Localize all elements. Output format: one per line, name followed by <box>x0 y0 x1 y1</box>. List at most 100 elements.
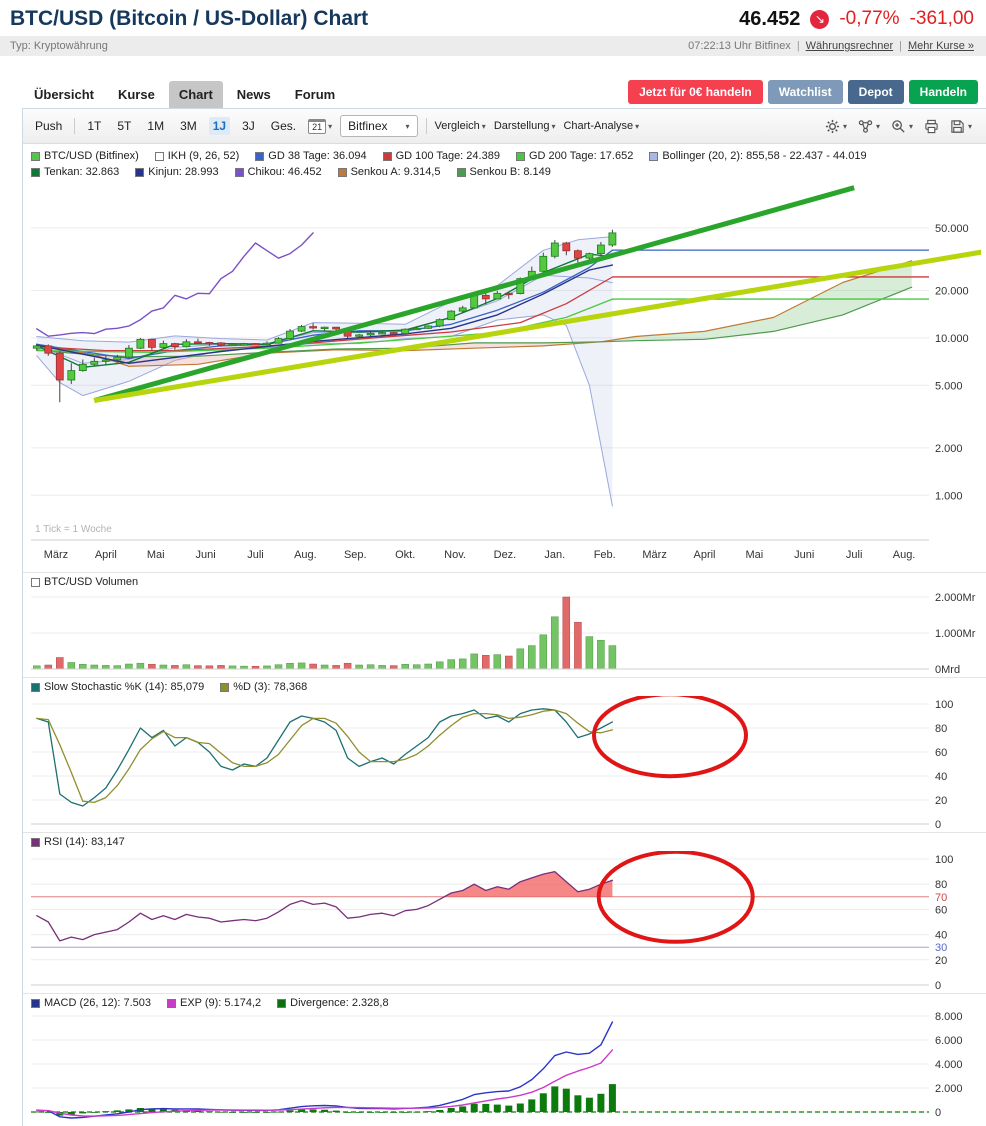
svg-text:Juli: Juli <box>247 549 264 561</box>
volume-panel-label: BTC/USD Volumen <box>23 572 986 591</box>
trade-for-free-button[interactable]: Jetzt für 0€ handeln <box>628 80 763 104</box>
gear-icon <box>825 119 839 133</box>
chart-legend-row-1: BTC/USD (Bitfinex) IKH (9, 26, 52) GD 38 T… <box>23 146 986 162</box>
range-1t[interactable]: 1T <box>87 119 102 133</box>
svg-text:0: 0 <box>935 1107 941 1119</box>
exchange-select[interactable]: Bitfinex ▾ <box>340 115 418 137</box>
range-3m[interactable]: 3M <box>180 119 197 133</box>
svg-text:30: 30 <box>935 942 947 954</box>
svg-text:8.000: 8.000 <box>935 1012 963 1023</box>
legend-color-swatch <box>649 151 659 161</box>
depot-button[interactable]: Depot <box>847 80 904 104</box>
legend-label: Bollinger (20, 2): 855,58 - 22.437 - 44.… <box>662 150 867 162</box>
menu-vergleich[interactable]: Vergleich ▾ <box>435 120 486 132</box>
chart-toolbar: Push 1T 5T 1M 3M 1J 3J Ges. 21 ▾ Bitfine… <box>23 109 986 144</box>
range-3j[interactable]: 3J <box>242 119 255 133</box>
price-down-arrow-icon: ↘ <box>810 9 830 29</box>
svg-text:April: April <box>693 549 715 561</box>
svg-text:50.000: 50.000 <box>935 223 969 235</box>
legend-color-swatch <box>255 151 265 161</box>
chart-legend-row-2: Tenkan: 32.863 Kinjun: 28.993 Chikou: 46.4… <box>23 162 986 178</box>
svg-text:Jan.: Jan. <box>544 549 565 561</box>
legend-item: MACD (26, 12): 7.503 <box>31 997 151 1009</box>
chevron-down-icon: ▾ <box>635 121 640 131</box>
svg-text:Juni: Juni <box>196 549 216 561</box>
legend-label: %D (3): 78,368 <box>233 681 308 693</box>
svg-text:2.000: 2.000 <box>935 1083 963 1095</box>
more-quotes-link[interactable]: Mehr Kurse » <box>907 40 974 52</box>
legend-label: Chikou: 46.452 <box>247 166 322 178</box>
svg-text:100: 100 <box>935 699 953 711</box>
range-5t[interactable]: 5T <box>117 119 132 133</box>
svg-text:Sep.: Sep. <box>344 549 367 561</box>
menu-label: Darstellung <box>493 120 550 132</box>
chevron-down-icon: ▾ <box>875 121 880 131</box>
stochastic-chart[interactable]: 100 80 60 40 20 0 <box>23 696 981 830</box>
settings-gear-button[interactable]: ▾ <box>823 118 849 135</box>
svg-text:5.000: 5.000 <box>935 380 963 392</box>
svg-text:Mai: Mai <box>147 549 165 561</box>
svg-text:1 Tick = 1 Woche: 1 Tick = 1 Woche <box>35 524 112 535</box>
legend-label: Kinjun: 28.993 <box>148 166 219 178</box>
legend-item: Senkou A: 9.314,5 <box>337 166 441 178</box>
exchange-value: Bitfinex <box>348 119 388 133</box>
tab-news[interactable]: News <box>236 87 271 102</box>
svg-text:80: 80 <box>935 723 947 735</box>
svg-text:April: April <box>95 549 117 561</box>
svg-text:60: 60 <box>935 747 947 759</box>
menu-darstellung[interactable]: Darstellung ▾ <box>494 120 556 132</box>
chevron-down-icon: ▾ <box>405 121 410 131</box>
legend-color-swatch <box>31 151 40 161</box>
svg-text:4.000: 4.000 <box>935 1059 963 1071</box>
svg-text:März: März <box>44 549 68 561</box>
handeln-button[interactable]: Handeln <box>908 80 978 104</box>
indicators-nodes-icon <box>858 119 873 133</box>
svg-text:Okt.: Okt. <box>395 549 415 561</box>
tab-forum[interactable]: Forum <box>294 87 336 102</box>
indicators-button[interactable]: ▾ <box>856 118 882 135</box>
legend-item: Kinjun: 28.993 <box>135 166 219 178</box>
zoom-button[interactable]: ▾ <box>889 118 915 135</box>
legend-color-swatch <box>456 167 466 177</box>
calendar-icon: 21 <box>308 118 327 134</box>
calendar-day-label: 21 <box>312 121 323 132</box>
tab-chart[interactable]: Chart <box>168 81 223 108</box>
watchlist-button[interactable]: Watchlist <box>767 80 843 104</box>
legend-label: MACD (26, 12): 7.503 <box>44 997 151 1009</box>
save-button[interactable]: ▾ <box>948 118 974 135</box>
currency-converter-link[interactable]: Währungsrechner <box>805 40 894 52</box>
legend-label: EXP (9): 5.174,2 <box>180 997 262 1009</box>
range-1j[interactable]: 1J <box>208 117 231 135</box>
tab-uebersicht[interactable]: Übersicht <box>34 87 94 102</box>
divider <box>74 118 76 134</box>
legend-color-swatch <box>31 998 40 1008</box>
svg-text:Nov.: Nov. <box>444 549 466 561</box>
legend-label: Senkou B: 8.149 <box>469 166 551 178</box>
volume-chart[interactable]: 2.000Mr 1.000Mr 0Mrd <box>23 591 981 675</box>
push-toggle[interactable]: Push <box>35 119 63 133</box>
save-disk-icon <box>951 119 964 133</box>
range-ges[interactable]: Ges. <box>270 119 297 133</box>
date-picker-button[interactable]: 21 ▾ <box>308 118 332 134</box>
legend-item: Chikou: 46.452 <box>234 166 322 178</box>
tab-kurse[interactable]: Kurse <box>117 87 155 102</box>
menu-chart-analyse[interactable]: Chart-Analyse ▾ <box>563 120 639 132</box>
change-percent: -0,77% <box>839 8 900 29</box>
main-price-chart[interactable]: 50.000 20.000 10.000 5.000 2.000 1.000 März Apr… <box>23 178 981 570</box>
printer-icon <box>925 119 938 133</box>
divider <box>425 118 427 134</box>
range-1m[interactable]: 1M <box>147 119 165 133</box>
legend-color-swatch <box>277 998 287 1008</box>
legend-color-swatch <box>154 151 164 161</box>
legend-color-swatch <box>515 151 525 161</box>
svg-text:20: 20 <box>935 955 947 967</box>
legend-item: GD 38 Tage: 36.094 <box>255 150 367 162</box>
macd-chart[interactable]: 8.000 6.000 4.000 2.000 0 <box>23 1012 981 1126</box>
print-button[interactable] <box>922 118 941 135</box>
legend-item: GD 200 Tage: 17.652 <box>515 150 633 162</box>
chevron-down-icon: ▾ <box>908 121 913 131</box>
separator: | <box>796 40 800 52</box>
svg-text:6.000: 6.000 <box>935 1035 963 1047</box>
svg-text:2.000Mr: 2.000Mr <box>935 592 976 604</box>
